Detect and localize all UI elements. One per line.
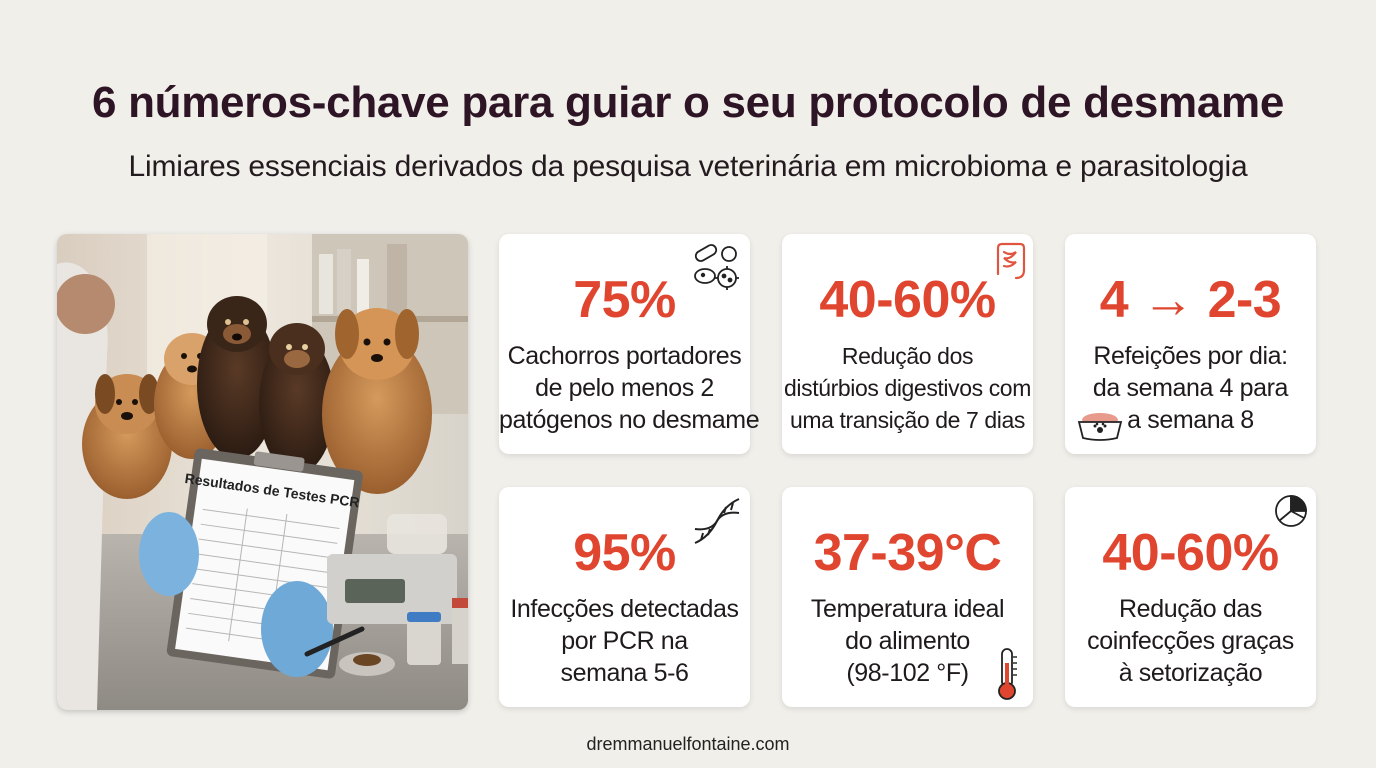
page-title: 6 números-chave para guiar o seu protoco… [91, 78, 1285, 127]
pie-chart-icon [1275, 495, 1307, 527]
bacteria-icon [694, 244, 739, 290]
intestine-icon [996, 242, 1026, 280]
stat-value: 40-60% [1102, 524, 1279, 582]
page-subtitle: Limiares essenciais derivados da pesquis… [128, 150, 1248, 183]
stat-card-pathogens: 75% Cachorros portadores de pelo menos 2… [499, 234, 760, 454]
stat-description: Redução dos distúrbios digestivos com um… [784, 343, 1031, 433]
stat-description: Redução das coinfecções graças à setoriz… [1087, 595, 1294, 687]
food-bowl-icon [1077, 413, 1123, 441]
thermometer-icon [998, 648, 1017, 700]
stat-value: 75% [573, 271, 676, 329]
stat-value: 40-60% [819, 271, 996, 329]
stat-description: Cachorros portadores de pelo menos 2 pat… [499, 342, 760, 434]
stat-value: 95% [573, 524, 676, 582]
stat-value: 4 → 2-3 [1099, 271, 1282, 329]
footer-website: dremmanuelfontaine.com [586, 734, 790, 754]
stat-card-pcr: 95% Infecções detectadas por PCR na sema… [499, 487, 750, 707]
stat-description: Temperatura ideal do alimento (98-102 °F… [810, 595, 1005, 687]
stat-card-temperature: 37-39°C Temperatura ideal do alimento (9… [782, 487, 1033, 707]
stat-card-coinfections: 40-60% Redução das coinfecções graças à … [1065, 487, 1316, 707]
dna-icon [694, 498, 740, 544]
veterinary-photo: Resultados de Testes PCR [57, 234, 468, 710]
stat-card-digestive: 40-60% Redução dos distúrbios digestivos… [782, 234, 1033, 454]
stat-value: 37-39°C [813, 524, 1002, 582]
stat-card-meals: 4 → 2-3 Refeições por dia: da semana 4 p… [1065, 234, 1316, 454]
stat-description: Refeições por dia: da semana 4 para a se… [1092, 342, 1289, 434]
stat-description: Infecções detectadas por PCR na semana 5… [510, 595, 739, 687]
